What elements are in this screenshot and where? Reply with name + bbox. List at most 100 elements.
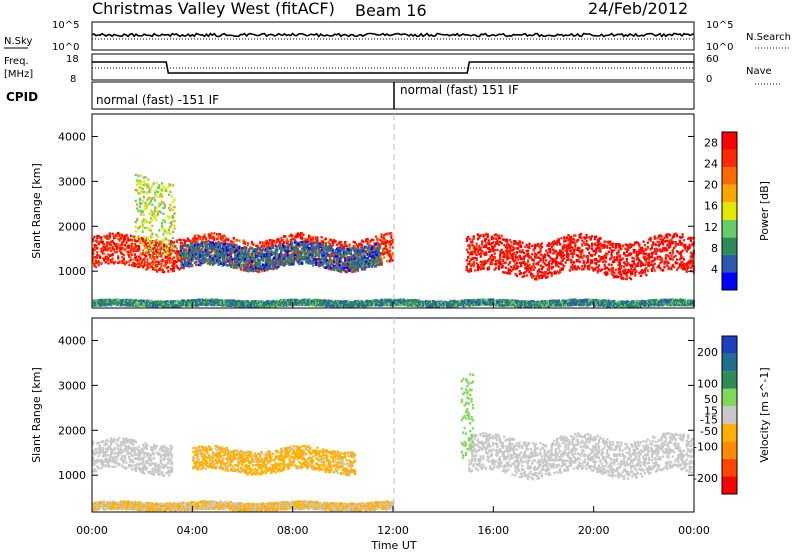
scatter-cell bbox=[243, 302, 247, 306]
scatter-cell bbox=[353, 299, 357, 303]
scatter-cell bbox=[103, 303, 106, 307]
scatter-cell bbox=[404, 301, 407, 304]
scatter-cell bbox=[257, 301, 261, 305]
scatter-cell bbox=[122, 301, 125, 305]
scatter-cell bbox=[98, 300, 102, 303]
scatter-cell bbox=[384, 303, 387, 307]
scatter-cell bbox=[302, 299, 305, 302]
scatter-cell bbox=[430, 304, 433, 308]
scatter-cell bbox=[353, 302, 357, 305]
scatter-cell bbox=[242, 305, 245, 308]
scatter-cell bbox=[347, 303, 350, 306]
scatter-cell bbox=[163, 303, 166, 306]
scatter-cell bbox=[126, 236, 130, 240]
scatter-cell bbox=[399, 298, 403, 302]
scatter-cell bbox=[262, 300, 265, 303]
scatter-cell bbox=[418, 303, 421, 307]
scatter-cell bbox=[156, 300, 159, 304]
scatter-cell bbox=[190, 300, 194, 304]
scatter-cell bbox=[287, 303, 290, 307]
scatter-cell bbox=[394, 298, 397, 302]
scatter-cell bbox=[280, 301, 283, 304]
scatter-cell bbox=[98, 303, 102, 306]
scatter-cell bbox=[365, 300, 368, 303]
scatter-cell bbox=[210, 303, 213, 307]
scatter-cell bbox=[379, 303, 382, 307]
scatter-cell bbox=[144, 299, 148, 303]
scatter-cell bbox=[160, 301, 163, 305]
scatter-cell bbox=[432, 304, 435, 308]
scatter-cell bbox=[97, 299, 100, 302]
scatter-cell bbox=[391, 299, 394, 302]
scatter-cell bbox=[206, 299, 209, 303]
scatter-cell bbox=[288, 303, 291, 306]
scatter-cell bbox=[133, 303, 137, 307]
cpid-strip: CPID normal (fast) -151 IF normal (fast)… bbox=[6, 81, 695, 110]
scatter-cell bbox=[289, 298, 293, 302]
scatter-cell bbox=[204, 237, 208, 240]
scatter-cell bbox=[362, 301, 365, 304]
scatter-cell bbox=[165, 303, 169, 307]
scatter-cell bbox=[301, 299, 304, 302]
scatter-cell bbox=[337, 299, 340, 303]
scatter-cell bbox=[108, 232, 111, 235]
scatter-cell bbox=[303, 298, 307, 302]
scatter-cell bbox=[232, 299, 235, 302]
scatter-cell bbox=[170, 301, 173, 304]
scatter-cell bbox=[437, 300, 440, 304]
scatter-cell bbox=[452, 302, 456, 305]
scatter-cell bbox=[177, 304, 180, 307]
scatter-cell bbox=[333, 301, 336, 304]
scatter-cell bbox=[108, 246, 111, 250]
scatter-cell bbox=[177, 302, 180, 305]
scatter-cell bbox=[437, 303, 440, 307]
scatter-cell bbox=[217, 299, 220, 303]
scatter-cell bbox=[448, 301, 451, 304]
scatter-cell bbox=[124, 300, 127, 303]
scatter-cell bbox=[200, 303, 203, 306]
scatter-cell bbox=[178, 305, 181, 308]
scatter-cell bbox=[112, 248, 116, 251]
scatter-cell bbox=[111, 299, 114, 302]
scatter-cell bbox=[321, 299, 325, 303]
scatter-cell bbox=[105, 302, 109, 306]
scatter-cell bbox=[262, 303, 265, 307]
scatter-cell bbox=[333, 303, 336, 307]
scatter-cell bbox=[429, 300, 432, 304]
scatter-cell bbox=[411, 304, 414, 307]
scatter-cell bbox=[372, 301, 375, 305]
scatter-cell bbox=[238, 301, 241, 304]
scatter-cell bbox=[101, 298, 104, 302]
scatter-cell bbox=[101, 301, 104, 304]
scatter-cell bbox=[285, 299, 288, 302]
scatter-cell bbox=[232, 303, 235, 306]
scatter-cell bbox=[144, 254, 148, 258]
scatter-cell bbox=[402, 300, 405, 304]
scatter-cell bbox=[220, 299, 223, 303]
scatter-cell bbox=[235, 303, 238, 307]
scatter-cell bbox=[97, 263, 100, 267]
scatter-cell bbox=[178, 301, 181, 304]
scatter-cell bbox=[236, 299, 240, 303]
scatter-cell bbox=[147, 302, 150, 305]
scatter-cell bbox=[167, 270, 170, 273]
scatter-cell bbox=[183, 302, 187, 305]
scatter-cell bbox=[363, 300, 366, 304]
scatter-cell bbox=[199, 302, 202, 305]
scatter-cell bbox=[370, 300, 373, 303]
scatter-cell bbox=[172, 268, 176, 272]
scatter-cell bbox=[218, 303, 222, 307]
scatter-cell bbox=[115, 302, 118, 306]
scatter-cell bbox=[260, 300, 263, 304]
scatter-cell bbox=[136, 239, 139, 243]
scatter-cell bbox=[202, 237, 205, 241]
scatter-cell bbox=[394, 301, 397, 305]
scatter-cell bbox=[93, 299, 96, 302]
scatter-cell bbox=[306, 303, 309, 306]
scatter-cell bbox=[104, 261, 107, 264]
scatter-cell bbox=[301, 301, 304, 304]
nave-label: Nave bbox=[746, 66, 772, 77]
scatter-cell bbox=[124, 301, 127, 305]
scatter-cell bbox=[388, 299, 392, 303]
scatter-cell bbox=[245, 300, 248, 303]
